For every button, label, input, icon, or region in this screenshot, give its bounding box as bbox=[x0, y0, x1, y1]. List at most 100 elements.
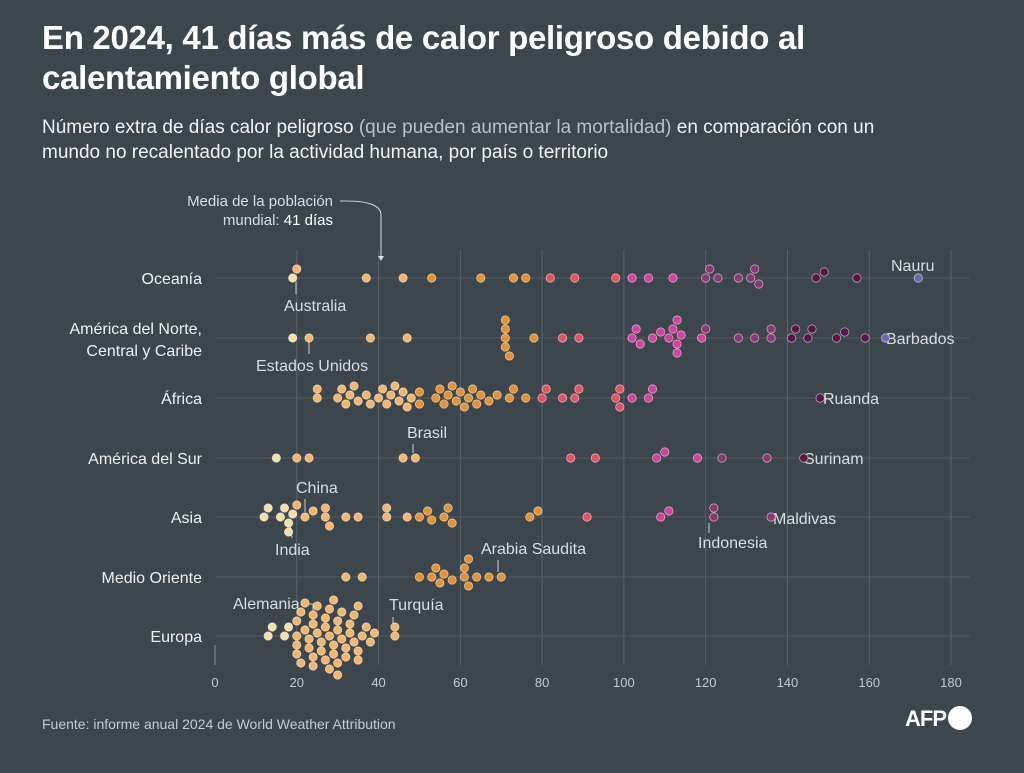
data-point bbox=[786, 333, 797, 343]
data-point bbox=[880, 333, 891, 343]
data-point bbox=[643, 273, 654, 283]
data-point bbox=[500, 315, 510, 325]
data-point bbox=[320, 503, 330, 513]
data-point bbox=[292, 649, 302, 659]
data-point bbox=[414, 399, 425, 409]
data-point bbox=[349, 610, 359, 620]
data-point bbox=[296, 658, 306, 668]
data-point bbox=[304, 453, 314, 463]
data-point bbox=[357, 631, 367, 641]
data-point bbox=[647, 384, 658, 394]
data-point bbox=[382, 399, 392, 409]
data-point bbox=[443, 390, 453, 400]
data-point bbox=[439, 512, 449, 522]
data-point bbox=[390, 381, 400, 391]
data-point bbox=[349, 381, 359, 391]
data-point bbox=[447, 518, 457, 528]
data-point bbox=[312, 628, 322, 638]
data-point bbox=[296, 607, 306, 617]
data-point bbox=[353, 512, 363, 522]
annotation-label: Nauru bbox=[891, 258, 935, 275]
data-point bbox=[423, 506, 433, 516]
data-point bbox=[492, 390, 502, 400]
data-point bbox=[692, 453, 703, 463]
data-point bbox=[320, 622, 330, 632]
data-point bbox=[308, 506, 318, 516]
data-point bbox=[365, 333, 375, 343]
data-point bbox=[361, 273, 371, 283]
data-point bbox=[373, 393, 384, 403]
data-point bbox=[537, 393, 547, 403]
data-point bbox=[476, 390, 486, 400]
data-point bbox=[345, 390, 355, 400]
annotation-label: China bbox=[296, 480, 338, 497]
data-point bbox=[746, 273, 756, 283]
data-point bbox=[435, 384, 445, 394]
annotations: Australia Nauru Barbados Estados Unidos … bbox=[233, 258, 955, 627]
data-point bbox=[459, 402, 470, 412]
x-tick-label: 120 bbox=[695, 675, 717, 690]
data-point bbox=[361, 390, 371, 400]
data-point bbox=[337, 634, 347, 644]
afp-logo: AFP bbox=[905, 706, 972, 732]
data-point bbox=[365, 637, 375, 647]
data-point bbox=[570, 273, 580, 283]
data-point bbox=[292, 616, 302, 626]
data-point bbox=[496, 572, 506, 582]
data-point bbox=[500, 324, 510, 334]
data-point bbox=[316, 646, 326, 656]
annotation-label: Ruanda bbox=[823, 391, 879, 408]
data-point bbox=[831, 333, 842, 343]
data-point bbox=[627, 333, 637, 343]
data-point bbox=[398, 387, 408, 397]
data-point bbox=[860, 333, 870, 343]
data-point bbox=[651, 453, 662, 463]
data-point bbox=[815, 393, 825, 403]
data-points bbox=[259, 264, 923, 680]
annotation-label: India bbox=[275, 542, 310, 559]
chart-subtitle: Número extra de días calor peligroso (qu… bbox=[42, 115, 902, 165]
data-point bbox=[341, 572, 351, 582]
data-point bbox=[324, 604, 335, 614]
x-axis-ticks: 0 20 40 60 80 100 120 140 160 180 bbox=[211, 675, 961, 690]
data-point bbox=[328, 595, 339, 605]
data-point bbox=[333, 393, 343, 403]
data-point bbox=[811, 273, 821, 283]
data-point bbox=[766, 333, 776, 343]
data-point bbox=[472, 399, 482, 409]
data-point bbox=[427, 515, 437, 525]
data-point bbox=[484, 572, 494, 582]
data-point bbox=[312, 384, 322, 394]
data-point bbox=[447, 575, 457, 585]
data-point bbox=[525, 512, 535, 522]
data-point bbox=[369, 628, 380, 638]
data-point bbox=[615, 384, 625, 394]
data-point bbox=[656, 327, 666, 337]
data-point bbox=[508, 384, 519, 394]
data-point bbox=[390, 631, 400, 641]
data-point bbox=[705, 264, 715, 274]
data-point bbox=[791, 324, 801, 334]
x-tick-label: 160 bbox=[858, 675, 880, 690]
data-point bbox=[308, 661, 318, 671]
data-point bbox=[672, 315, 682, 325]
data-point bbox=[324, 631, 335, 641]
data-point bbox=[414, 387, 425, 397]
data-point bbox=[402, 402, 412, 412]
data-point bbox=[733, 273, 743, 283]
data-point bbox=[304, 643, 314, 653]
data-point bbox=[386, 390, 396, 400]
data-point bbox=[643, 393, 654, 403]
data-point bbox=[459, 572, 470, 582]
data-point bbox=[292, 500, 302, 510]
data-point bbox=[701, 273, 711, 283]
data-point bbox=[627, 393, 637, 403]
data-point bbox=[762, 453, 772, 463]
data-point bbox=[500, 333, 510, 343]
data-point bbox=[431, 563, 441, 573]
mean-arrowhead bbox=[378, 256, 384, 261]
data-point bbox=[766, 512, 776, 522]
data-point bbox=[582, 512, 592, 522]
data-point bbox=[709, 503, 719, 513]
data-point bbox=[410, 453, 420, 463]
